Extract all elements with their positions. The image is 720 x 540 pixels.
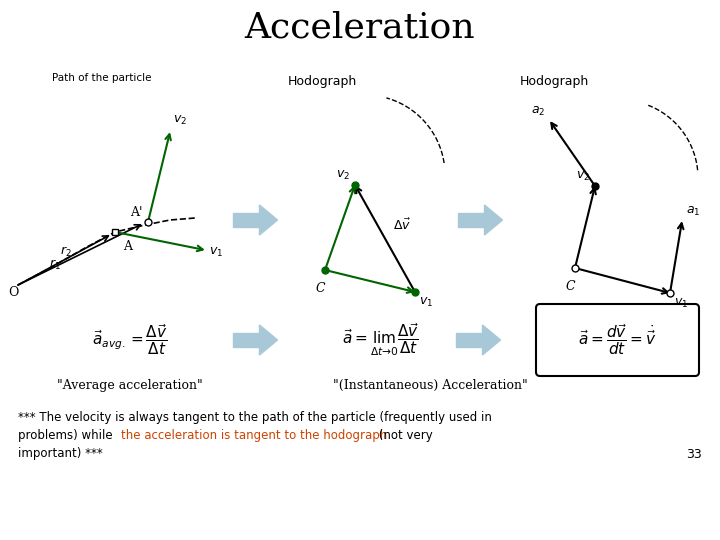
Bar bbox=[457, 213, 485, 227]
Text: A': A' bbox=[130, 206, 143, 219]
Text: C: C bbox=[565, 280, 575, 293]
Text: $a_2$: $a_2$ bbox=[531, 105, 545, 118]
Text: $\Delta\vec{v}$: $\Delta\vec{v}$ bbox=[393, 218, 411, 233]
Text: *** The velocity is always tangent to the path of the particle (frequently used : *** The velocity is always tangent to th… bbox=[18, 411, 492, 424]
Text: important) ***: important) *** bbox=[18, 448, 103, 461]
Text: $r_1$: $r_1$ bbox=[49, 258, 61, 272]
Text: $v_2$: $v_2$ bbox=[576, 170, 590, 183]
Text: $v_2$: $v_2$ bbox=[173, 114, 187, 127]
Polygon shape bbox=[259, 205, 277, 235]
Text: Acceleration: Acceleration bbox=[245, 11, 475, 45]
Text: Hodograph: Hodograph bbox=[520, 76, 589, 89]
Polygon shape bbox=[485, 205, 503, 235]
Text: $v_1$: $v_1$ bbox=[209, 246, 223, 259]
Text: Path of the particle: Path of the particle bbox=[52, 73, 151, 83]
Text: problems) while: problems) while bbox=[18, 429, 117, 442]
Text: C: C bbox=[315, 282, 325, 295]
Text: "Average acceleration": "Average acceleration" bbox=[57, 379, 203, 392]
Text: $a_1$: $a_1$ bbox=[686, 205, 701, 218]
Polygon shape bbox=[482, 325, 500, 355]
Text: O: O bbox=[8, 286, 18, 299]
Bar bbox=[456, 333, 482, 347]
Text: A: A bbox=[123, 240, 132, 253]
Text: $\vec{a} = \dfrac{d\vec{v}}{dt} = \dot{\vec{v}}$: $\vec{a} = \dfrac{d\vec{v}}{dt} = \dot{\… bbox=[577, 322, 657, 357]
Bar bbox=[233, 213, 259, 227]
Text: $\vec{a} = \lim_{\Delta t \to 0} \dfrac{\Delta\vec{v}}{\Delta t}$: $\vec{a} = \lim_{\Delta t \to 0} \dfrac{… bbox=[341, 322, 418, 358]
Text: the acceleration is tangent to the hodograph: the acceleration is tangent to the hodog… bbox=[121, 429, 387, 442]
Text: $v_1$: $v_1$ bbox=[419, 296, 433, 309]
Text: 33: 33 bbox=[686, 448, 702, 461]
Text: "(Instantaneous) Acceleration": "(Instantaneous) Acceleration" bbox=[333, 379, 527, 392]
FancyBboxPatch shape bbox=[536, 304, 699, 376]
Polygon shape bbox=[259, 325, 277, 355]
Text: $v_1$: $v_1$ bbox=[674, 297, 688, 310]
Text: $r_2$: $r_2$ bbox=[60, 245, 72, 259]
Bar bbox=[233, 333, 259, 347]
Text: (not very: (not very bbox=[375, 429, 433, 442]
Text: Hodograph: Hodograph bbox=[288, 76, 357, 89]
Text: $\vec{a}_{avg.} = \dfrac{\Delta\vec{v}}{\Delta t}$: $\vec{a}_{avg.} = \dfrac{\Delta\vec{v}}{… bbox=[92, 322, 168, 357]
Text: $v_2$: $v_2$ bbox=[336, 169, 350, 182]
